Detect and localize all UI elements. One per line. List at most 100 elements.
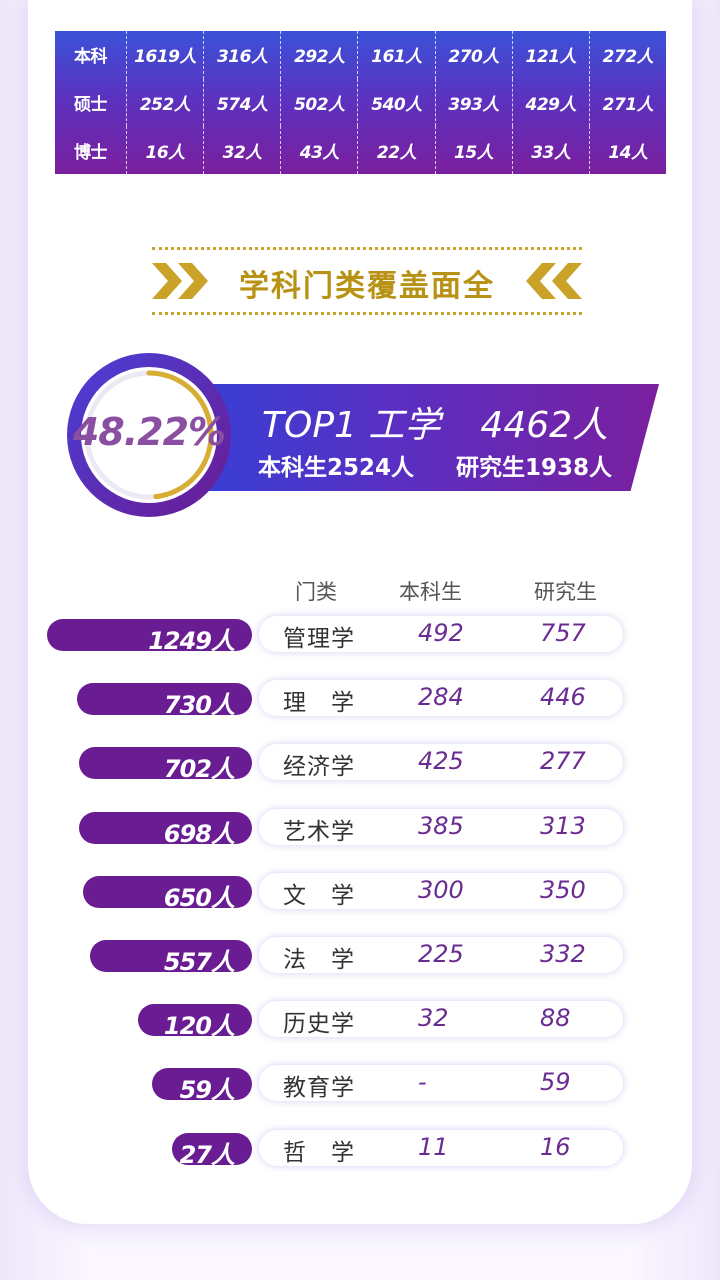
- table-cell: 271人: [588, 78, 666, 127]
- total-bar-label: 730人: [163, 691, 235, 720]
- chart-row: 730人 理 学 284 446: [0, 680, 720, 719]
- top1-rank: TOP1: [262, 405, 357, 446]
- top1-total: 4462人: [480, 405, 609, 446]
- ring-inner: [81, 367, 217, 503]
- chart-row: 59人 教育学 - 59: [0, 1065, 720, 1104]
- title-dotted-rule-bottom: [152, 312, 582, 315]
- total-bar: 650人: [82, 875, 252, 912]
- total-bar-label: 650人: [163, 883, 235, 912]
- undergrad-value: 425: [418, 747, 464, 776]
- top1-banner: [185, 384, 659, 491]
- chart-row: 557人 法 学 225 332: [0, 937, 720, 976]
- top1-breakdown: 本科生2524人 研究生1938人: [258, 448, 612, 482]
- total-bar-label: 557人: [163, 948, 235, 976]
- chart-row: 120人 历史学 32 88: [0, 1001, 720, 1040]
- table-cell: 540人: [357, 78, 434, 127]
- percent-ring-graphic: [67, 353, 231, 517]
- table-cell: 14人: [588, 126, 666, 174]
- postgrad-value: 16: [540, 1132, 571, 1161]
- ring-progress-arc: [84, 370, 214, 500]
- table-cell: 270人: [434, 31, 512, 79]
- total-bar-label: 702人: [163, 755, 235, 784]
- table-cell: 316人: [203, 31, 280, 79]
- undergrad-value: 492: [418, 619, 464, 647]
- undergrad-value: 11: [418, 1132, 449, 1161]
- category-label: 法 学: [283, 947, 355, 973]
- table-row-label: 本科: [74, 47, 108, 68]
- table-cell: 574人: [203, 78, 280, 127]
- row-pill: [259, 616, 623, 652]
- table-cell: 1619人: [126, 31, 203, 79]
- postgrad-value: 446: [540, 683, 586, 712]
- content-card: [28, 0, 692, 1224]
- total-bar: 698人: [79, 811, 252, 848]
- percent-ring: 48.22%: [66, 352, 232, 518]
- undergrad-value: 284: [418, 683, 464, 712]
- top1-undergrad: 本科生2524人: [258, 455, 415, 481]
- postgrad-value: 313: [540, 811, 586, 840]
- table-cell: 252人: [126, 78, 203, 127]
- chart-row: 702人 经济学 425 277: [0, 744, 720, 783]
- postgrad-value: 277: [540, 747, 586, 776]
- row-pill: [259, 808, 623, 845]
- column-header-postgrad: 研究生: [534, 580, 597, 604]
- row-pill: [259, 744, 623, 781]
- top1-discipline: 工学: [368, 405, 441, 446]
- postgrad-value: 757: [540, 619, 586, 647]
- category-label: 历史学: [283, 1011, 355, 1038]
- section-title: 学科门类覆盖面全: [152, 247, 582, 315]
- row-pill: [259, 680, 623, 717]
- table-cell: 292人: [280, 31, 357, 79]
- table-cell: 272人: [588, 31, 666, 79]
- total-bar: 27人: [172, 1132, 252, 1169]
- double-chevron-right-icon: [152, 263, 208, 299]
- column-header-undergrad: 本科生: [399, 580, 462, 604]
- row-pill: [259, 1065, 623, 1102]
- postgrad-value: 332: [540, 940, 586, 968]
- category-label: 艺术学: [283, 818, 355, 845]
- postgrad-value: 59: [540, 1068, 571, 1097]
- total-bar: 702人: [79, 747, 252, 783]
- total-bar-label: 120人: [163, 1012, 235, 1041]
- top1-postgrad: 研究生1938人: [456, 455, 613, 481]
- table-cell: 121人: [511, 31, 589, 79]
- total-bar: 120人: [137, 1004, 252, 1040]
- degree-count-table: 本科 1619人 316人 292人 161人 270人 121人 272人硕士 252人 574…: [55, 31, 666, 174]
- category-label: 经济学: [283, 754, 355, 781]
- total-bar-label: 59人: [179, 1076, 235, 1105]
- section-title-text: 学科门类覆盖面全: [239, 269, 495, 304]
- column-header-category: 门类: [295, 580, 337, 604]
- table-cell: 32人: [203, 126, 280, 174]
- row-pill: [259, 1001, 623, 1038]
- table-cell: 22人: [357, 126, 434, 174]
- category-label: 理 学: [283, 690, 355, 717]
- table-cell: 15人: [434, 126, 512, 174]
- row-pill: [259, 937, 623, 973]
- table-row-label: 博士: [74, 142, 108, 163]
- percent-value: 48.22%: [72, 410, 226, 454]
- undergrad-value: 300: [418, 875, 464, 904]
- chart-row: 698人 艺术学 385 313: [0, 808, 720, 848]
- undergrad-value: 385: [418, 811, 464, 840]
- postgrad-value: 350: [540, 875, 586, 904]
- chart-row: 650人 文 学 300 350: [0, 872, 720, 912]
- table-cell: 43人: [280, 126, 357, 174]
- row-pill: [259, 1129, 623, 1166]
- chart-row: 27人 哲 学 11 16: [0, 1129, 720, 1169]
- chart-row: 1249人 管理学 492 757: [0, 616, 720, 655]
- category-label: 教育学: [283, 1075, 355, 1102]
- undergrad-value: 225: [418, 940, 464, 968]
- total-bar-label: 27人: [179, 1140, 235, 1169]
- title-dotted-rule-top: [152, 247, 582, 250]
- table-cell: 161人: [357, 31, 434, 79]
- table-row-label: 硕士: [74, 94, 108, 115]
- total-bar-label: 1249人: [148, 627, 235, 655]
- double-chevron-left-icon: [526, 263, 582, 299]
- table-cell: 429人: [511, 78, 589, 127]
- category-label: 哲 学: [283, 1139, 355, 1166]
- category-label: 文 学: [283, 882, 355, 909]
- table-cell: 393人: [434, 78, 512, 127]
- table-cell: 16人: [126, 126, 203, 174]
- total-bar: 1249人: [47, 619, 252, 655]
- top1-headline: TOP1 工学 4462人: [262, 396, 608, 448]
